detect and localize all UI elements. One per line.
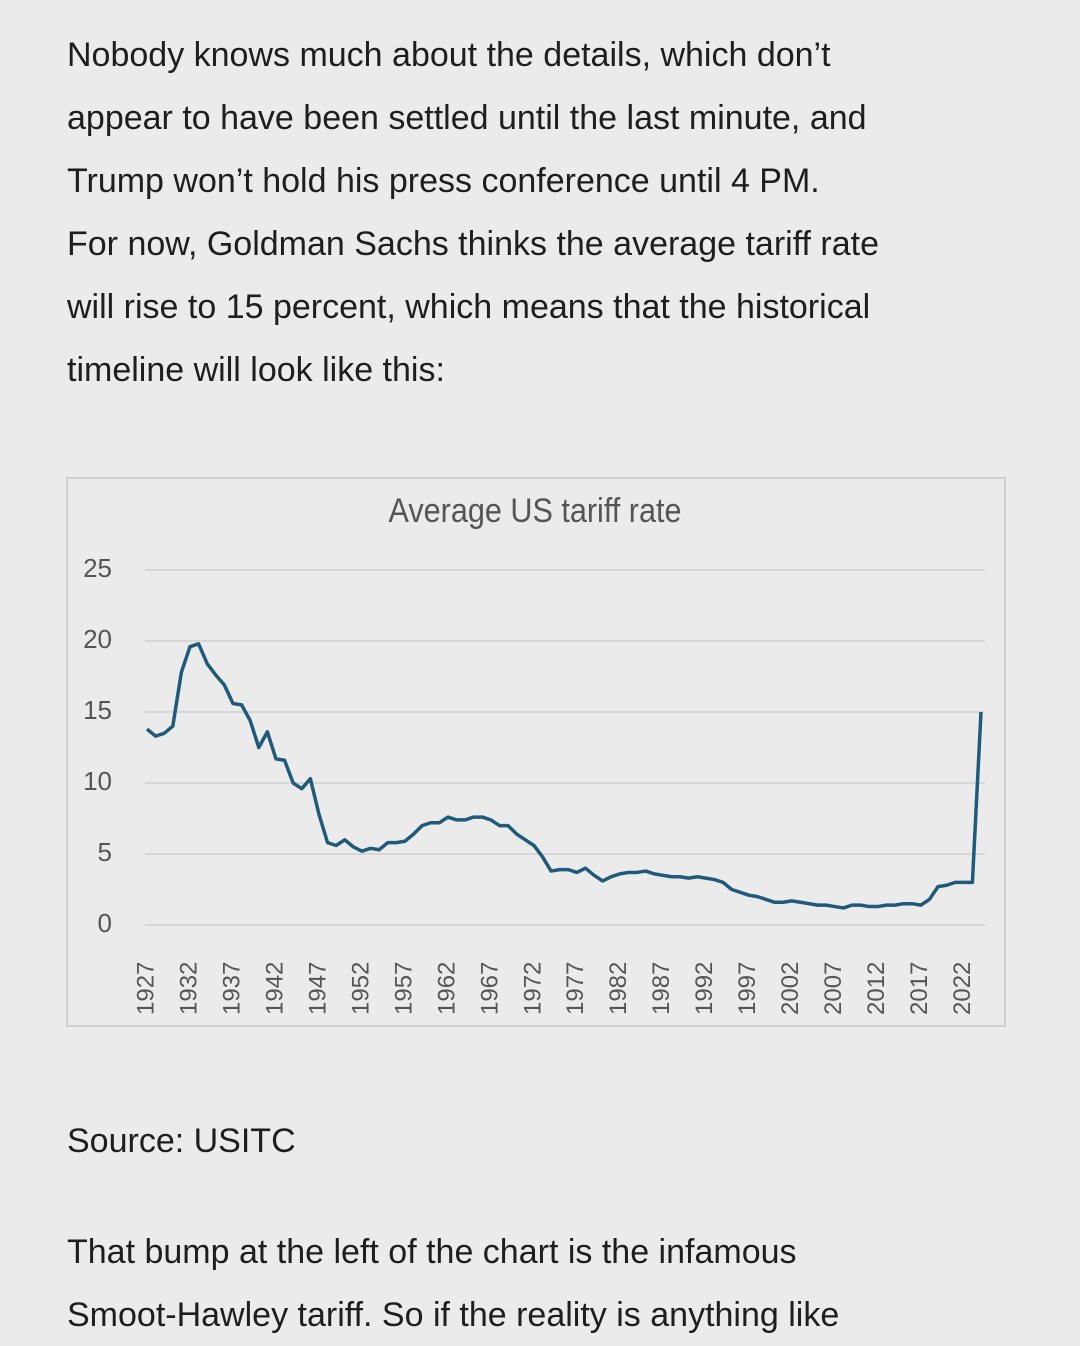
x-tick-label: 1997 (734, 962, 761, 1015)
paragraph-line: That bump at the left of the chart is th… (67, 1233, 797, 1271)
data-line (145, 642, 983, 910)
paragraph-line: Nobody knows much about the details, whi… (67, 36, 831, 74)
x-tick-label: 1932 (175, 962, 202, 1015)
paragraph-line: Trump won’t hold his press conference un… (67, 162, 820, 200)
x-tick-label: 2017 (906, 962, 933, 1015)
x-tick-label: 1982 (605, 962, 632, 1015)
paragraph-line: timeline will look like this: (67, 351, 445, 389)
x-tick-label: 1952 (347, 962, 374, 1015)
x-tick-label: 2007 (820, 962, 847, 1015)
x-tick-label: 1937 (218, 962, 245, 1015)
x-tick-label: 1967 (476, 962, 503, 1015)
x-tick-label: 1992 (691, 962, 718, 1015)
y-tick-label: 20 (83, 624, 112, 654)
y-tick-label: 5 (98, 837, 112, 867)
x-tick-label: 1977 (562, 962, 589, 1015)
y-tick-label: 15 (83, 695, 112, 725)
x-tick-label: 1957 (390, 962, 417, 1015)
paragraph-line: Source: USITC (67, 1122, 296, 1160)
chart-title: Average US tariff rate (389, 492, 682, 530)
y-tick-label: 25 (83, 553, 112, 583)
x-tick-label: 2012 (863, 962, 890, 1015)
paragraph-line: For now, Goldman Sachs thinks the averag… (67, 225, 879, 263)
x-tick-label: 1962 (433, 962, 460, 1015)
x-tick-label: 1947 (304, 962, 331, 1015)
x-tick-label: 1987 (648, 962, 675, 1015)
paragraph-line: will rise to 15 percent, which means tha… (66, 288, 870, 326)
x-tick-label: 2022 (949, 962, 976, 1015)
chart-frame (66, 477, 1006, 1027)
x-tick-label: 1942 (261, 962, 288, 1015)
y-tick-label: 0 (98, 908, 112, 938)
paragraph-line: Smoot-Hawley tariff. So if the reality i… (67, 1296, 839, 1334)
y-tick-label: 10 (83, 766, 112, 796)
x-tick-label: 2002 (777, 962, 804, 1015)
paragraph-line: appear to have been settled until the la… (67, 99, 867, 137)
x-tick-label: 1972 (519, 962, 546, 1015)
x-tick-label: 1927 (132, 962, 159, 1015)
